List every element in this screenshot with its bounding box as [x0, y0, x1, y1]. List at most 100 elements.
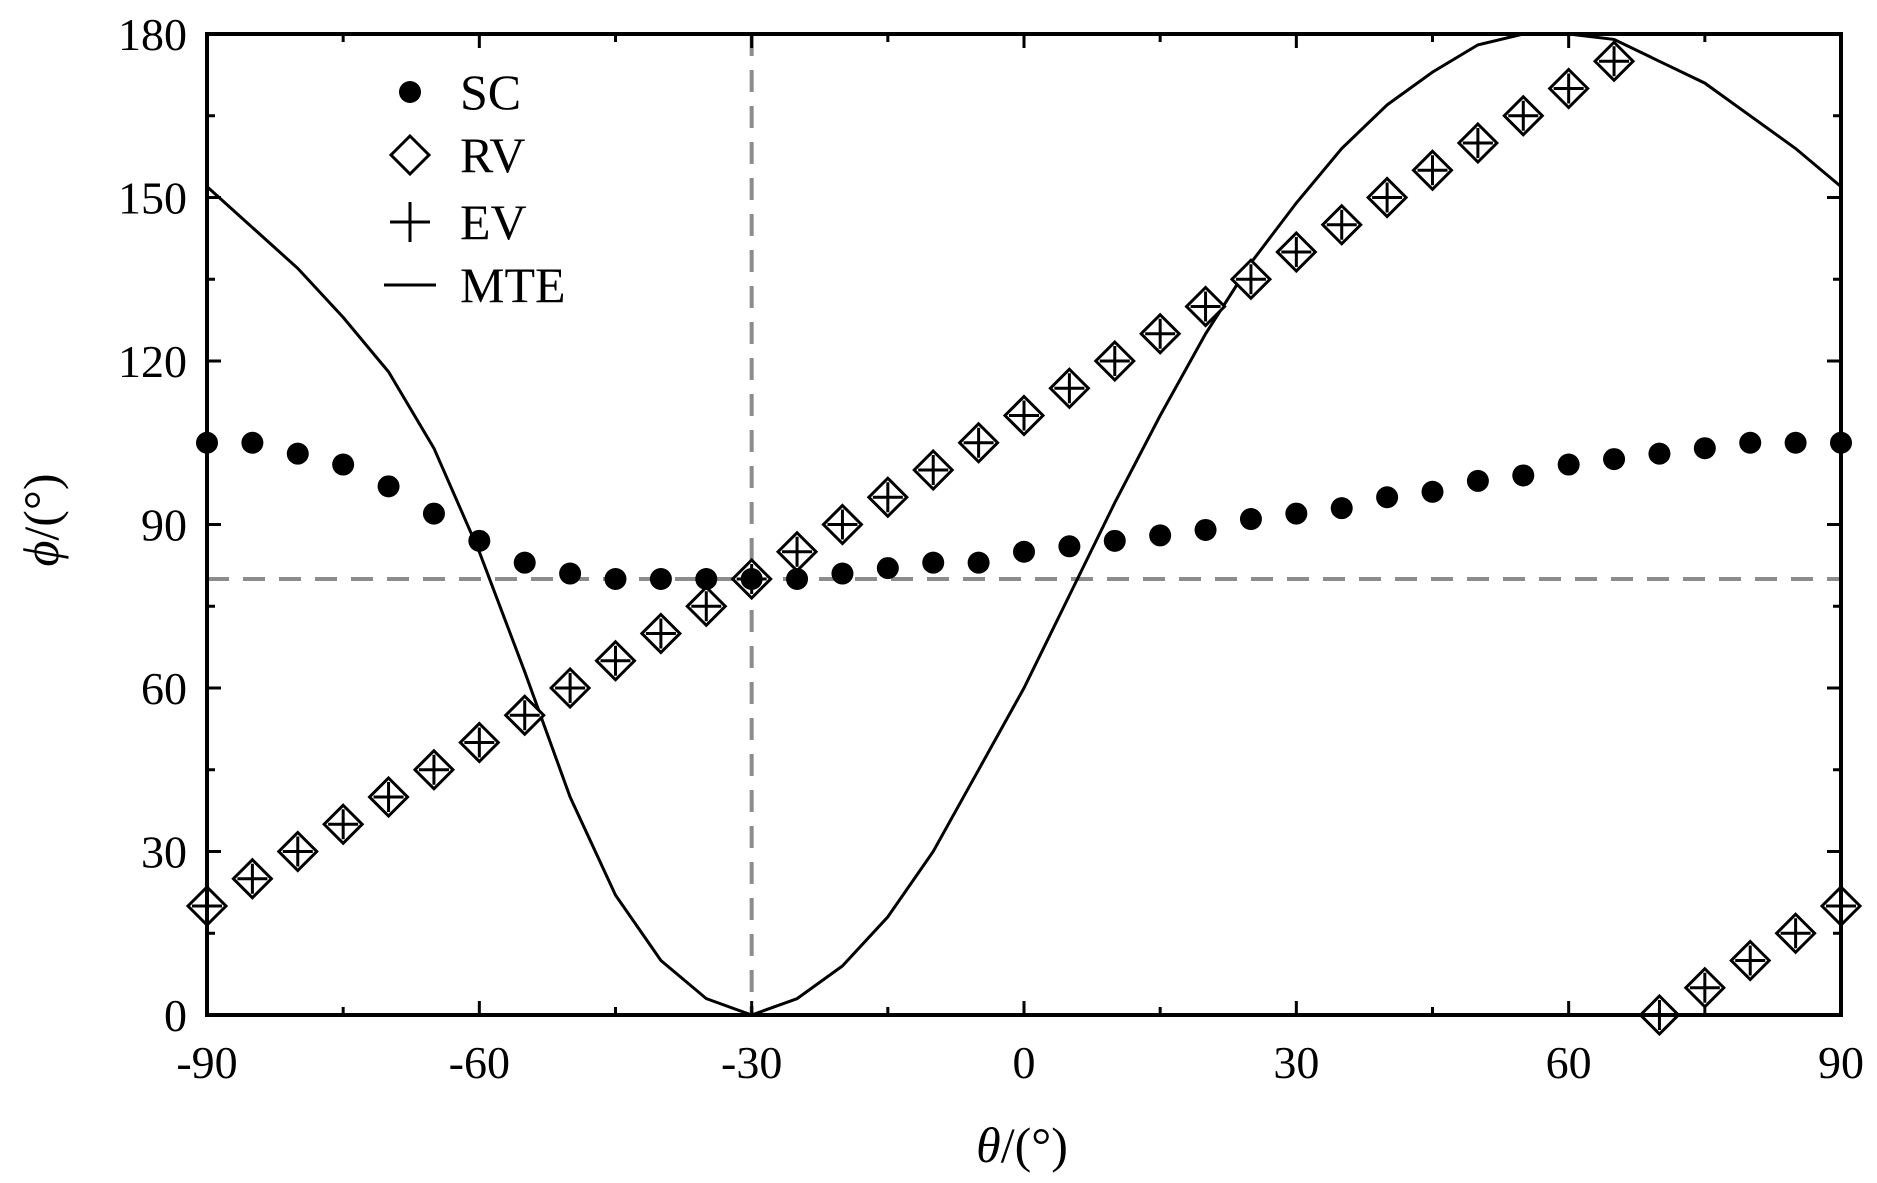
sc-point [1103, 529, 1126, 552]
ev-point [963, 427, 994, 458]
legend-sc-symbol [399, 81, 421, 103]
sc-point [332, 453, 355, 476]
sc-point [967, 551, 990, 574]
tick-labels: -90 -60 -30 0 30 60 90 0 30 60 90 120 150 180 [118, 9, 1864, 1088]
sc-series [196, 431, 1852, 590]
sc-point [559, 562, 582, 585]
ev-point [1462, 128, 1493, 158]
y-axis-title: ϕ/(°) [13, 473, 69, 566]
sc-point [1058, 535, 1081, 558]
sc-point [1693, 437, 1716, 460]
sc-point [1557, 453, 1580, 476]
ev-point [1372, 182, 1403, 213]
sc-point [1376, 486, 1399, 509]
sc-point [695, 568, 718, 590]
sc-point [1784, 431, 1807, 454]
y-tick-label: 90 [141, 500, 187, 551]
ev-point [237, 863, 268, 894]
sc-point [1013, 540, 1035, 563]
ev-series [192, 46, 1856, 1030]
ev-point [1281, 237, 1312, 267]
x-axis-title: θ/(°) [976, 1117, 1068, 1173]
y-tick-label: 60 [141, 663, 187, 714]
y-tick-label: 120 [118, 336, 187, 387]
y-tick-label: 180 [118, 9, 187, 60]
sc-point [649, 568, 672, 590]
x-tick-label: -90 [176, 1037, 237, 1088]
sc-point [831, 562, 854, 585]
ev-point [1599, 46, 1630, 77]
reference-lines [207, 34, 1841, 1015]
y-tick-label: 30 [141, 827, 187, 878]
ev-point [872, 482, 903, 513]
ev-point [418, 754, 449, 785]
sc-point [876, 557, 899, 580]
ev-point [282, 836, 313, 867]
ev-point [1326, 209, 1357, 240]
ev-point [918, 455, 949, 485]
ev-point [1508, 100, 1539, 131]
ev-point [1553, 73, 1584, 104]
ev-point [827, 509, 858, 540]
ev-point [555, 673, 586, 703]
sc-point [513, 551, 536, 574]
ev-point [373, 782, 404, 812]
rv-series [185, 40, 1863, 1037]
ev-point [1009, 400, 1039, 431]
sc-point [1149, 524, 1172, 547]
ev-point [1689, 972, 1720, 1003]
ev-point [1235, 264, 1266, 295]
legend-sc-label: SC [460, 64, 521, 120]
axes [205, 32, 1843, 1017]
sc-point [286, 442, 309, 465]
sc-point [604, 568, 627, 590]
legend-ev-symbol [390, 202, 430, 242]
sc-point [241, 431, 264, 454]
sc-point [1239, 508, 1262, 531]
sc-point [377, 475, 400, 498]
sc-point [740, 568, 763, 590]
sc-point [1466, 469, 1489, 492]
ev-point [1054, 373, 1085, 404]
sc-point [1194, 518, 1217, 541]
x-tick-label: -60 [449, 1037, 510, 1088]
x-tick-label: 90 [1818, 1037, 1864, 1088]
sc-point [1603, 448, 1626, 471]
ev-point [328, 809, 359, 840]
x-tick-label: 0 [1013, 1037, 1036, 1088]
sc-point [1739, 431, 1762, 454]
y-tick-label: 0 [164, 990, 187, 1041]
ev-point [691, 591, 722, 622]
x-tick-label: 30 [1273, 1037, 1319, 1088]
ev-point [464, 727, 495, 758]
mte-line [205, 32, 1842, 1017]
ev-point [1780, 918, 1811, 949]
ev-point [1417, 155, 1448, 186]
x-tick-label: 60 [1546, 1037, 1592, 1088]
ev-point [782, 536, 813, 567]
sc-point [1285, 502, 1308, 525]
ev-point [1099, 346, 1130, 376]
sc-point [1512, 464, 1535, 487]
ev-point [1145, 318, 1176, 349]
legend-mte-label: MTE [460, 257, 566, 313]
sc-point [1648, 442, 1671, 465]
sc-point [1421, 480, 1444, 503]
ev-point [1190, 291, 1221, 322]
sc-point [468, 529, 491, 552]
legend-rv-symbol [388, 133, 432, 177]
sc-point [786, 568, 809, 590]
ev-point [509, 700, 540, 731]
ev-point [1735, 945, 1766, 976]
legend-ev-label: EV [460, 194, 527, 250]
x-tick-label: -30 [721, 1037, 782, 1088]
sc-point [422, 502, 445, 525]
sc-point [922, 551, 945, 574]
legend: SC RV EV MTE [384, 64, 566, 313]
ev-point [645, 618, 676, 649]
mte-series [205, 32, 1842, 1017]
legend-rv-label: RV [460, 127, 525, 183]
ev-point [600, 645, 631, 676]
plot-frame [205, 32, 1843, 1017]
